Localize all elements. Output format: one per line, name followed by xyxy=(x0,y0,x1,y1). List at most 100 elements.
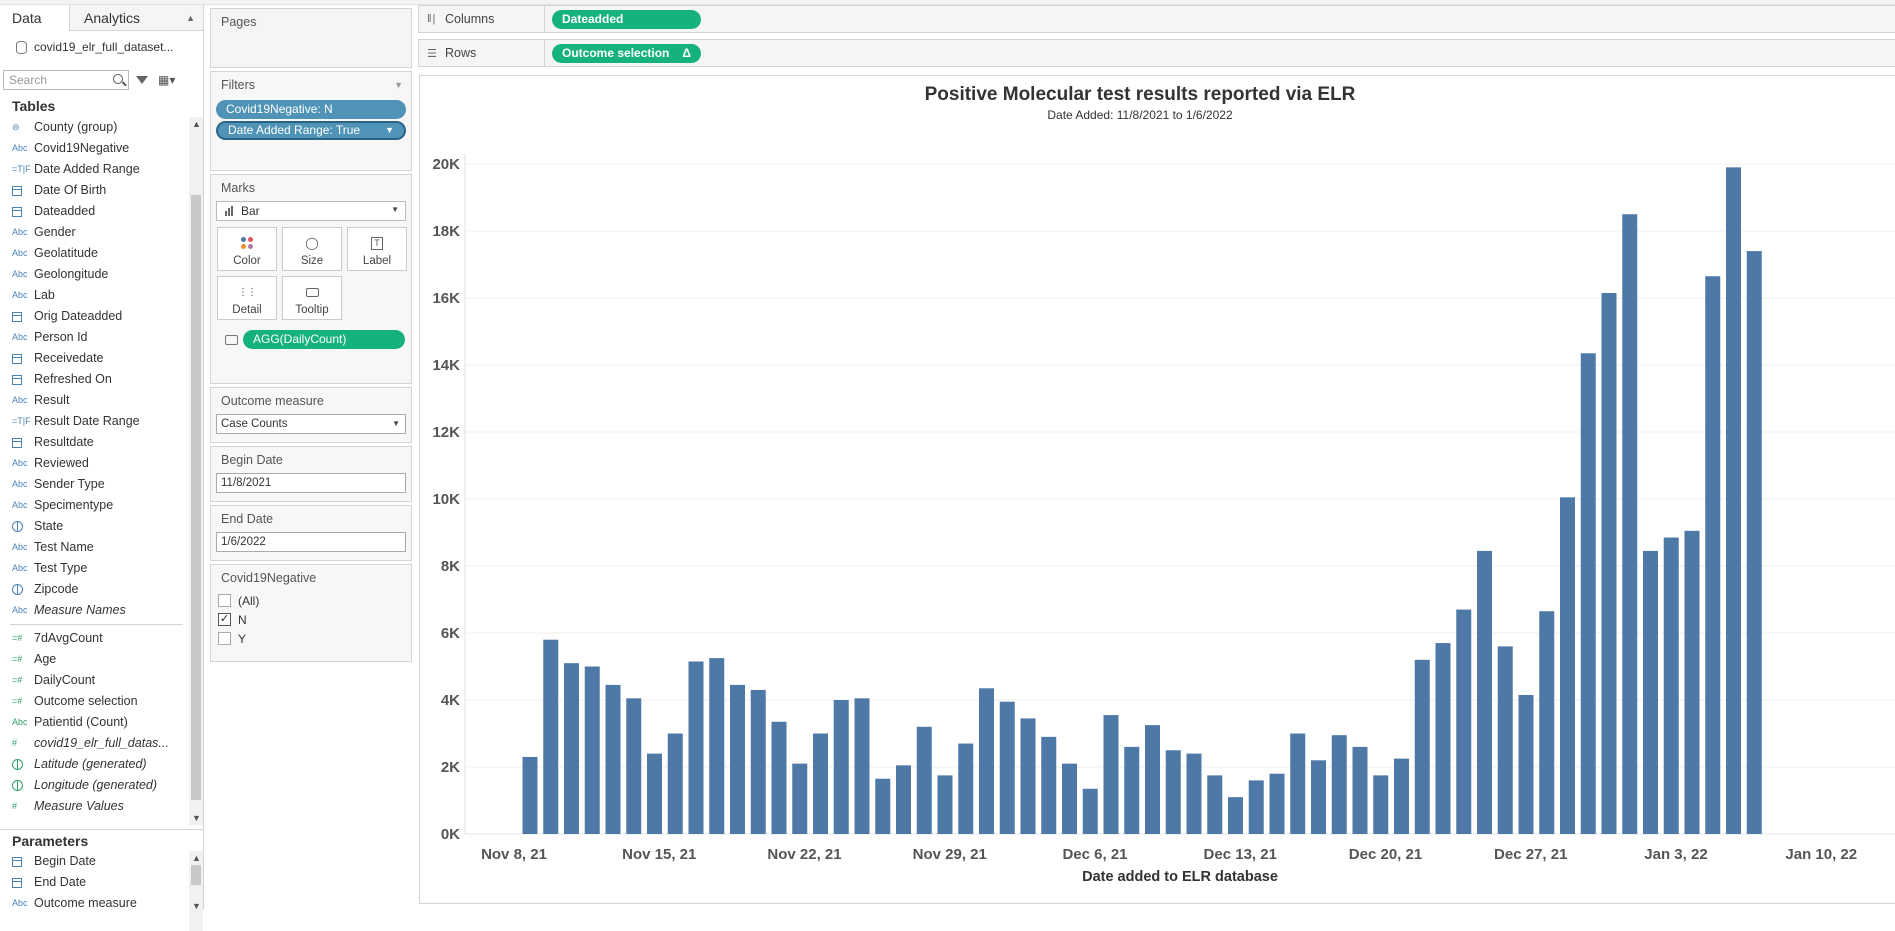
bar[interactable] xyxy=(1643,550,1658,834)
field-item[interactable]: Receivedate xyxy=(0,348,203,369)
filter-icon[interactable] xyxy=(136,76,148,84)
bar[interactable] xyxy=(1352,746,1368,834)
field-item[interactable]: Abc Lab xyxy=(0,285,203,306)
field-item[interactable]: =T|F Date Added Range xyxy=(0,159,203,180)
bar[interactable] xyxy=(647,753,662,834)
bar[interactable] xyxy=(1518,694,1534,834)
scroll-down-icon[interactable]: ▼ xyxy=(192,813,201,823)
field-item[interactable]: Dateadded xyxy=(0,201,203,222)
field-list-scrollbar[interactable]: ▲ ▼ xyxy=(189,117,203,825)
field-item[interactable]: Abc Outcome measure xyxy=(0,893,203,914)
field-item[interactable]: Begin Date xyxy=(0,851,203,872)
rows-pill-outcome-selection[interactable]: Outcome selection Δ xyxy=(552,43,701,63)
bar[interactable] xyxy=(1082,788,1098,834)
field-item[interactable]: State xyxy=(0,516,203,537)
field-item[interactable]: Abc Covid19Negative xyxy=(0,138,203,159)
bar[interactable] xyxy=(522,756,538,834)
outcome-measure-select[interactable]: Case Counts ▼ xyxy=(216,414,406,434)
columns-pill-dateadded[interactable]: Dateadded xyxy=(552,9,701,29)
tooltip-button[interactable]: Tooltip xyxy=(282,276,342,320)
bar[interactable] xyxy=(605,684,621,834)
field-item[interactable]: Latitude (generated) xyxy=(0,754,203,775)
viz-area[interactable]: Positive Molecular test results reported… xyxy=(419,75,1895,904)
bar[interactable] xyxy=(999,701,1015,834)
bar[interactable] xyxy=(1373,775,1389,834)
field-item[interactable]: Abc Specimentype xyxy=(0,495,203,516)
bar[interactable] xyxy=(688,661,704,834)
bar[interactable] xyxy=(1684,530,1700,834)
field-item[interactable]: Abc Person Id xyxy=(0,327,203,348)
bar[interactable] xyxy=(1062,763,1077,834)
field-item[interactable]: Abc Gender xyxy=(0,222,203,243)
bar[interactable] xyxy=(958,743,974,834)
field-item[interactable]: =# 7dAvgCount xyxy=(0,628,203,649)
field-item[interactable]: =T|F Result Date Range xyxy=(0,411,203,432)
bar[interactable] xyxy=(709,658,725,834)
field-item[interactable]: Zipcode xyxy=(0,579,203,600)
filter-pill-covid19negative[interactable]: Covid19Negative: N xyxy=(216,100,406,119)
field-item[interactable]: Abc Result xyxy=(0,390,203,411)
bar[interactable] xyxy=(1207,775,1223,834)
param-scroll-down-icon[interactable]: ▼ xyxy=(192,901,201,911)
bar[interactable] xyxy=(1186,753,1202,834)
bar[interactable] xyxy=(833,700,849,834)
tab-menu-icon[interactable]: ▲ xyxy=(186,13,195,23)
field-item[interactable]: Abc Geolongitude xyxy=(0,264,203,285)
search-input[interactable]: Search xyxy=(3,70,129,90)
pill-dropdown-icon[interactable]: ▼ xyxy=(385,125,394,135)
bar[interactable] xyxy=(626,698,642,834)
bar[interactable] xyxy=(1580,353,1596,834)
color-button[interactable]: Color xyxy=(217,227,277,271)
bar[interactable] xyxy=(875,778,891,834)
tab-data[interactable]: Data xyxy=(0,5,70,31)
bar[interactable] xyxy=(1456,609,1472,834)
field-item[interactable]: Date Of Birth xyxy=(0,180,203,201)
field-item[interactable]: Longitude (generated) xyxy=(0,775,203,796)
param-scroll-up-icon[interactable]: ▲ xyxy=(192,853,201,863)
bar[interactable] xyxy=(1228,797,1243,834)
bar[interactable] xyxy=(1414,659,1430,834)
bar[interactable] xyxy=(1663,537,1679,834)
bar[interactable] xyxy=(854,698,870,834)
bar[interactable] xyxy=(543,639,559,834)
bar[interactable] xyxy=(1746,251,1762,835)
bar[interactable] xyxy=(1394,758,1409,834)
bar[interactable] xyxy=(916,726,932,834)
bar[interactable] xyxy=(730,684,745,834)
field-item[interactable]: Resultdate xyxy=(0,432,203,453)
bar[interactable] xyxy=(1124,746,1140,834)
bar[interactable] xyxy=(1269,773,1285,834)
bar[interactable] xyxy=(1477,550,1492,834)
bar[interactable] xyxy=(1497,646,1513,834)
field-item[interactable]: Abc Measure Names xyxy=(0,600,203,621)
checkbox-option[interactable]: ✓ N xyxy=(211,610,411,629)
bar[interactable] xyxy=(937,775,953,834)
bar[interactable] xyxy=(1331,735,1347,834)
field-item[interactable]: =# DailyCount xyxy=(0,670,203,691)
filters-menu-icon[interactable]: ▼ xyxy=(394,80,403,90)
bar[interactable] xyxy=(1290,733,1306,835)
bar[interactable] xyxy=(1020,718,1036,834)
field-item[interactable]: Orig Dateadded xyxy=(0,306,203,327)
field-item[interactable]: Abc Geolatitude xyxy=(0,243,203,264)
label-button[interactable]: T Label xyxy=(347,227,407,271)
detail-button[interactable]: ⋮⋮ Detail xyxy=(217,276,277,320)
datasource-row[interactable]: covid19_elr_full_dataset... xyxy=(0,31,203,63)
bar[interactable] xyxy=(979,688,994,834)
bar[interactable] xyxy=(1726,167,1741,835)
field-item[interactable]: # Measure Values xyxy=(0,796,203,817)
bar[interactable] xyxy=(1103,715,1119,834)
param-scroll-thumb[interactable] xyxy=(191,865,201,885)
field-item[interactable]: Abc Sender Type xyxy=(0,474,203,495)
bar[interactable] xyxy=(896,765,911,834)
bar[interactable] xyxy=(1560,497,1575,834)
field-item[interactable]: Abc Reviewed xyxy=(0,453,203,474)
checkbox-option[interactable]: Y xyxy=(211,629,411,648)
filter-pill-date-added-range[interactable]: Date Added Range: True ▼ xyxy=(216,121,406,140)
bar[interactable] xyxy=(771,721,787,834)
parameter-scrollbar[interactable]: ▲ ▼ xyxy=(189,851,203,931)
checkbox-checked-icon[interactable]: ✓ xyxy=(218,613,231,626)
tab-analytics[interactable]: Analytics ▲ xyxy=(70,5,203,31)
checkbox-icon[interactable] xyxy=(218,594,231,607)
field-item[interactable]: Refreshed On xyxy=(0,369,203,390)
